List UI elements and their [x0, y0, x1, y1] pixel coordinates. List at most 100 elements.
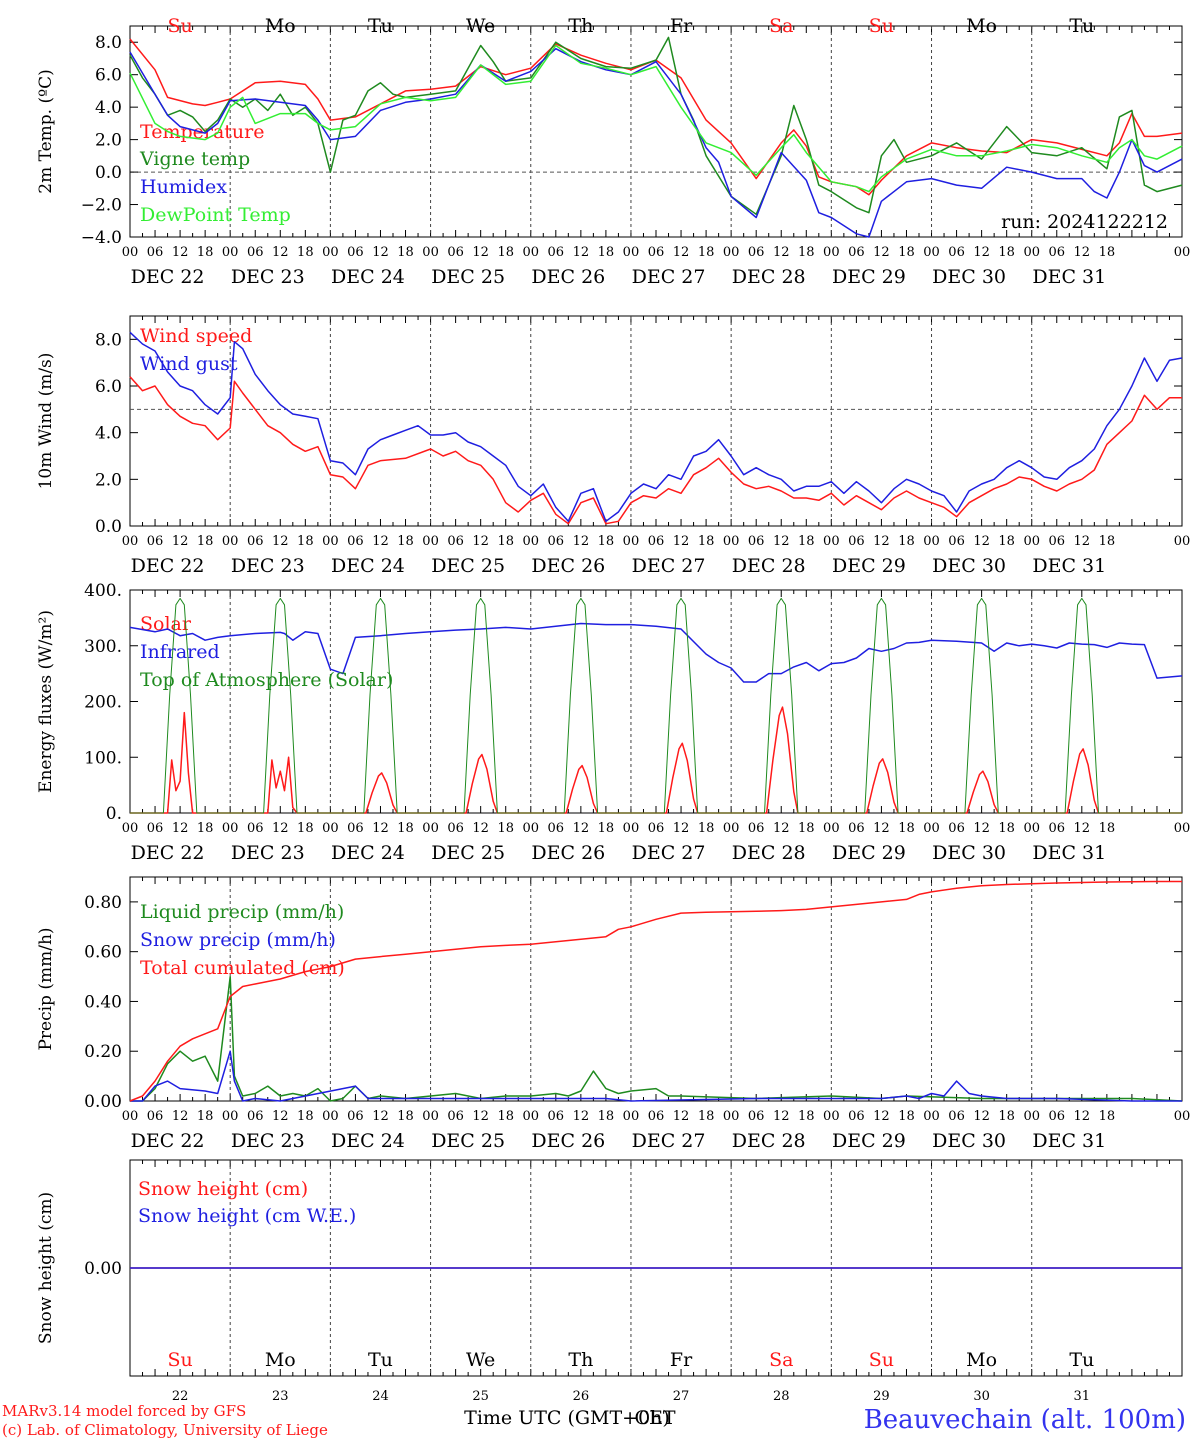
date-label: DEC 24	[331, 266, 405, 288]
legend-entry: Snow height (cm W.E.)	[138, 1205, 356, 1227]
hour-tick-label: 00	[522, 245, 539, 260]
hour-tick-label: 00	[923, 821, 940, 836]
station-label: Beauvechain (alt. 100m)	[864, 1405, 1186, 1435]
weekday-label: Sa	[769, 1349, 793, 1371]
weekday-label: Tu	[368, 1349, 393, 1371]
hour-tick-label: 12	[973, 1109, 990, 1124]
hour-tick-label: 18	[197, 1109, 214, 1124]
y-tick-label: 0.	[106, 804, 122, 824]
hour-tick-label: 00	[823, 821, 840, 836]
y-tick-label: 4.0	[95, 98, 122, 118]
legend-entry: Snow precip (mm/h)	[140, 929, 336, 951]
hour-tick-label: 18	[297, 1109, 314, 1124]
hour-tick-label: 06	[948, 821, 965, 836]
weekday-label: Tu	[368, 15, 393, 37]
hour-tick-label: 12	[272, 534, 289, 549]
y-tick-label: 300.	[84, 637, 122, 657]
hour-tick-label: 12	[973, 245, 990, 260]
hour-tick-label: 12	[372, 534, 389, 549]
hour-tick-label: 00	[823, 245, 840, 260]
credit-model: MARv3.14 model forced by GFS	[2, 1402, 246, 1420]
hour-tick-label: 18	[1099, 245, 1116, 260]
x-axis-title: Time UTC (GMT+0h)	[464, 1407, 670, 1429]
hour-tick-label: 06	[1048, 534, 1065, 549]
hour-tick-label: 12	[573, 534, 590, 549]
y-axis-title: Energy fluxes (W/m²)	[36, 610, 56, 793]
hour-tick-label: 12	[773, 245, 790, 260]
hour-tick-label: 00	[923, 1109, 940, 1124]
hour-tick-label: 18	[397, 1109, 414, 1124]
y-tick-label: 0.60	[84, 943, 122, 963]
hour-tick-label: 12	[773, 534, 790, 549]
hour-tick-label: 06	[347, 245, 364, 260]
hour-tick-label: 00	[723, 245, 740, 260]
date-label: DEC 31	[1032, 842, 1106, 864]
day-number-label: 31	[1074, 1389, 1091, 1404]
hour-tick-label: 06	[147, 534, 164, 549]
date-label: DEC 28	[732, 1130, 806, 1152]
date-label: DEC 30	[932, 555, 1006, 577]
day-number-label: 30	[973, 1389, 990, 1404]
y-tick-label: 0.40	[84, 992, 122, 1012]
hour-tick-label: 12	[1074, 534, 1091, 549]
hour-tick-label: 00	[623, 1109, 640, 1124]
date-label: DEC 27	[632, 555, 706, 577]
hour-tick-label: 12	[172, 1109, 189, 1124]
hour-tick-label: 06	[247, 821, 264, 836]
hour-tick-label: 00	[1174, 534, 1191, 549]
hour-tick-label: 18	[297, 245, 314, 260]
legend-entry: DewPoint Temp	[140, 204, 291, 226]
legend-entry: Liquid precip (mm/h)	[140, 901, 344, 923]
series-line-top-of-atmosphere-solar-	[130, 597, 1182, 814]
hour-tick-label: 06	[648, 821, 665, 836]
legend-entry: Humidex	[140, 176, 227, 198]
weekday-label: Fr	[670, 1349, 693, 1371]
hour-tick-label: 18	[998, 534, 1015, 549]
hour-tick-label: 06	[1048, 1109, 1065, 1124]
y-axis-title: 2m Temp. (ºC)	[36, 69, 56, 194]
hour-tick-label: 18	[497, 534, 514, 549]
hour-tick-label: 18	[598, 534, 615, 549]
hour-tick-label: 18	[998, 1109, 1015, 1124]
hour-tick-label: 12	[573, 821, 590, 836]
hour-tick-label: 12	[673, 534, 690, 549]
date-label: DEC 31	[1032, 1130, 1106, 1152]
hour-tick-label: 12	[172, 245, 189, 260]
y-tick-label: 100.	[84, 748, 122, 768]
legend-entry: Solar	[140, 613, 192, 635]
series-line-humidex	[129, 47, 1183, 238]
date-label: DEC 22	[131, 842, 205, 864]
date-label: DEC 29	[832, 842, 906, 864]
y-axis-title: Precip (mm/h)	[36, 927, 56, 1050]
series-line-total-cumulated-cm-	[129, 880, 1182, 1102]
hour-tick-label: 00	[823, 1109, 840, 1124]
date-label: DEC 28	[732, 266, 806, 288]
day-number-label: 29	[873, 1389, 890, 1404]
hour-tick-label: 12	[172, 534, 189, 549]
hour-tick-label: 00	[322, 1109, 339, 1124]
hour-tick-label: 06	[147, 245, 164, 260]
weekday-label: Th	[568, 1349, 593, 1371]
hour-tick-label: 18	[998, 821, 1015, 836]
legend-entry: Wind gust	[140, 353, 238, 375]
date-label: DEC 27	[632, 842, 706, 864]
y-tick-label: 8.0	[95, 330, 122, 350]
hour-tick-label: 18	[698, 1109, 715, 1124]
hour-tick-label: 06	[748, 1109, 765, 1124]
weekday-label: Tu	[1069, 1349, 1094, 1371]
hour-tick-label: 18	[898, 534, 915, 549]
hour-tick-label: 00	[222, 245, 239, 260]
day-number-label: 28	[773, 1389, 790, 1404]
weekday-label: We	[466, 15, 495, 37]
hour-tick-label: 06	[848, 1109, 865, 1124]
weekday-label: Mo	[265, 1349, 296, 1371]
hour-tick-label: 00	[1174, 245, 1191, 260]
y-tick-label: 2.0	[95, 131, 122, 151]
date-label: DEC 28	[732, 842, 806, 864]
hour-tick-label: 18	[598, 821, 615, 836]
hour-tick-label: 06	[147, 821, 164, 836]
hour-tick-label: 06	[948, 534, 965, 549]
date-label: DEC 27	[632, 1130, 706, 1152]
y-tick-label: 0.20	[84, 1042, 122, 1062]
hour-tick-label: 06	[948, 1109, 965, 1124]
